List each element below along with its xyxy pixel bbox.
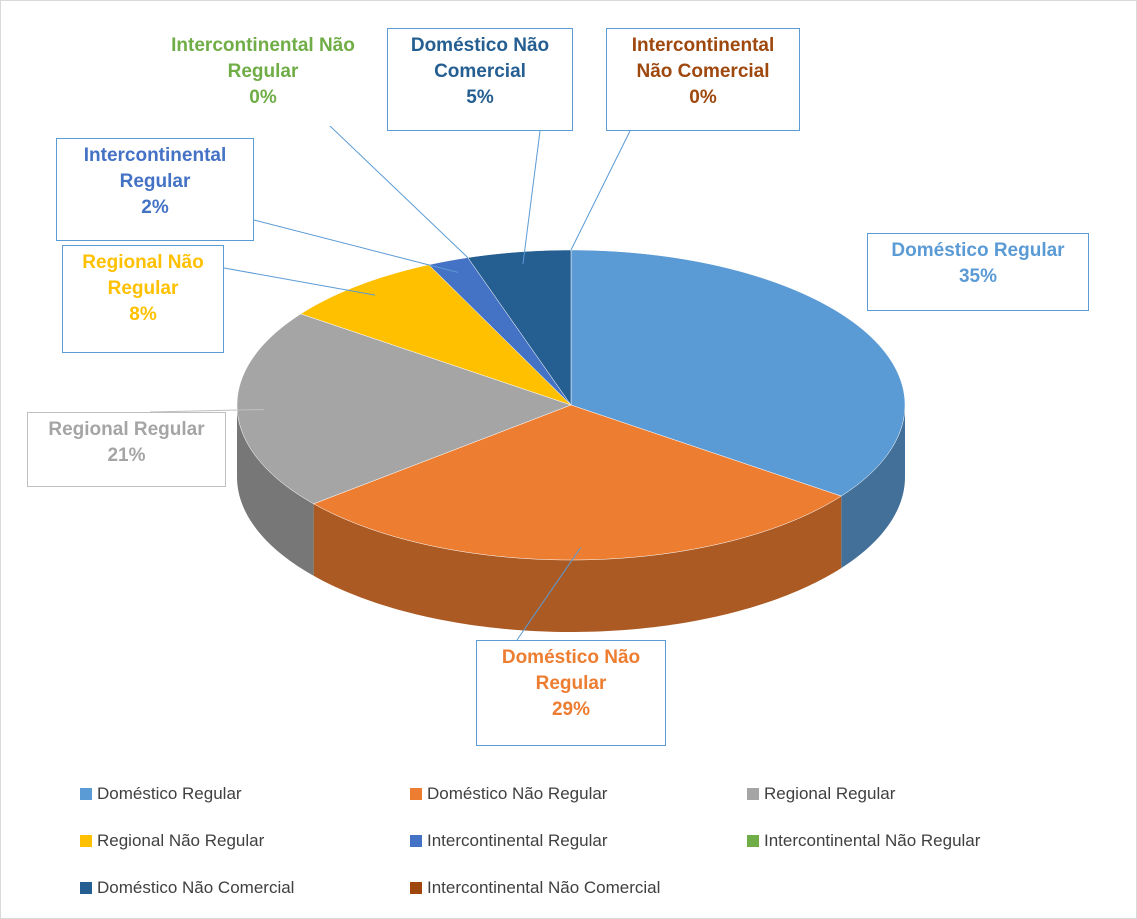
legend-label: Doméstico Não Comercial <box>97 878 295 897</box>
data-label-name: Regional Não Regular <box>82 252 204 299</box>
legend-swatch <box>747 835 759 847</box>
pie-sides <box>237 405 905 632</box>
data-label: Doméstico Regular 35% <box>867 233 1089 311</box>
slice <box>313 404 842 561</box>
slice <box>570 249 906 497</box>
data-label: Regional Regular 21% <box>27 412 226 487</box>
legend-label: Intercontinental Não Comercial <box>427 878 661 897</box>
legend-swatch <box>410 882 422 894</box>
legend-swatch <box>747 788 759 800</box>
leader-line <box>149 408 264 413</box>
legend-swatch <box>80 882 92 894</box>
slice <box>467 249 572 406</box>
data-label: Regional Não Regular 8% <box>62 245 224 353</box>
leader-line <box>253 219 459 273</box>
legend-swatch <box>80 788 92 800</box>
legend-item: Regional Não Regular <box>80 831 264 851</box>
data-label-name: Doméstico Não Comercial <box>410 35 550 82</box>
data-label-name: Intercontinental Regular <box>83 145 227 192</box>
leader-line <box>522 130 541 265</box>
legend-item: Intercontinental Regular <box>410 831 608 851</box>
legend-label: Regional Não Regular <box>97 831 265 850</box>
data-label-name: Intercontinental Não Comercial <box>631 35 775 82</box>
slice <box>300 264 572 406</box>
data-label: Intercontinental Não Comercial 0% <box>606 28 800 131</box>
data-label-name: Regional Regular <box>48 419 205 440</box>
data-label-value: 21% <box>107 445 146 466</box>
leader-line <box>223 267 376 296</box>
slice-side <box>237 405 314 576</box>
data-label: Doméstico Não Regular 29% <box>476 640 666 746</box>
legend-label: Intercontinental Não Regular <box>764 831 981 850</box>
legend-label: Doméstico Regular <box>97 784 242 803</box>
legend-label: Regional Regular <box>764 784 896 803</box>
legend-item: Doméstico Não Regular <box>410 784 607 804</box>
leader-line <box>570 130 631 251</box>
legend-label: Intercontinental Regular <box>427 831 608 850</box>
slice-side <box>841 405 905 569</box>
data-label: Intercontinental Não Regular 0% <box>164 28 362 126</box>
leader-line <box>516 547 582 641</box>
legend-swatch <box>410 788 422 800</box>
data-label-value: 8% <box>129 304 157 325</box>
data-label-value: 0% <box>249 87 277 108</box>
legend-label: Doméstico Não Regular <box>427 784 608 803</box>
slice-side <box>313 496 842 632</box>
legend-item: Doméstico Não Comercial <box>80 878 294 898</box>
data-label: Doméstico Não Comercial 5% <box>387 28 573 131</box>
data-label-value: 0% <box>689 87 717 108</box>
data-label-name: Doméstico Não Regular <box>501 647 641 694</box>
legend-swatch <box>80 835 92 847</box>
legend-item: Regional Regular <box>747 784 895 804</box>
data-label-value: 5% <box>466 87 494 108</box>
data-label-value: 29% <box>551 699 591 720</box>
data-label-value: 35% <box>958 266 998 287</box>
leader-line <box>329 125 469 258</box>
slice <box>428 257 572 406</box>
legend-item: Doméstico Regular <box>80 784 242 804</box>
data-label-name: Intercontinental Não Regular <box>171 35 355 82</box>
data-label: Intercontinental Regular 2% <box>56 138 254 241</box>
legend-item: Intercontinental Não Regular <box>747 831 980 851</box>
data-label-value: 2% <box>141 197 169 218</box>
data-label-name: Doméstico Regular <box>891 240 1065 261</box>
pie-tops <box>236 249 906 561</box>
leader-line <box>842 315 846 341</box>
legend-swatch <box>410 835 422 847</box>
legend-item: Intercontinental Não Comercial <box>410 878 660 898</box>
